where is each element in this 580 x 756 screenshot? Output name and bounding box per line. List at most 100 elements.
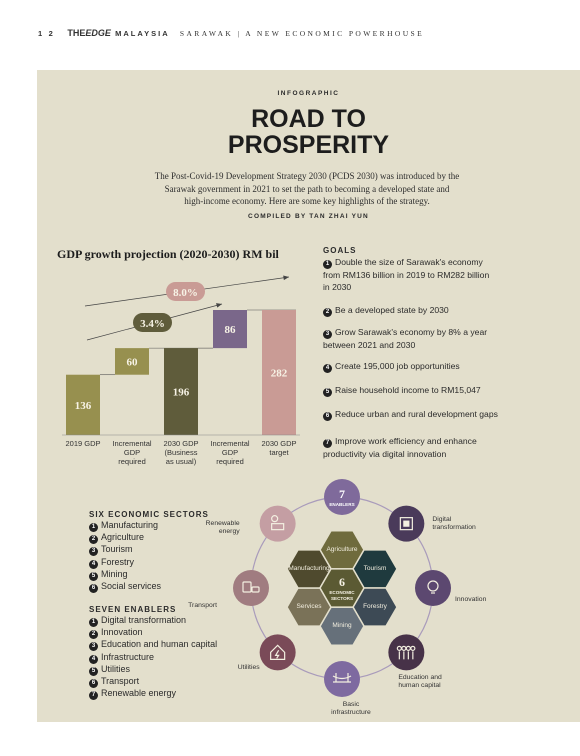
byline: COMPILED BY TAN ZHAI YUN xyxy=(248,213,369,220)
number-badge: 4 xyxy=(323,364,332,373)
list-item: 4 Forestry xyxy=(89,557,134,569)
enablers-count: 7 xyxy=(339,487,345,501)
goal-item: 6 Reduce urban and rural development gaps xyxy=(323,408,553,421)
enablers-title: SEVEN ENABLERS xyxy=(89,605,177,614)
number-badge: 7 xyxy=(323,439,332,448)
enabler-label: Transport xyxy=(188,602,217,609)
number-badge: 6 xyxy=(89,584,98,593)
list-item: 6 Social services xyxy=(89,581,161,593)
number-badge: 2 xyxy=(89,535,98,545)
number-badge: 7 xyxy=(89,691,98,701)
chip-icon-glyph xyxy=(399,517,413,531)
vehicles-icon-glyph xyxy=(242,581,260,593)
number-badge: 3 xyxy=(89,642,98,652)
list-item: 4 Infrastructure xyxy=(89,652,154,664)
number-badge: 2 xyxy=(323,308,332,317)
number-badge: 5 xyxy=(89,571,98,581)
enablers-count-circle xyxy=(324,479,360,515)
number-badge: 1 xyxy=(89,618,98,627)
list-item: 2 Agriculture xyxy=(89,532,144,545)
list-item: 2 Innovation xyxy=(89,627,143,640)
enabler-label: Basic infrastructure xyxy=(331,701,371,716)
sector-hex-label: Forestry xyxy=(363,603,387,611)
people-icon-glyph xyxy=(396,645,416,660)
lightbulb-icon-glyph xyxy=(427,580,439,594)
center-label: SECTORS xyxy=(331,596,353,601)
bar-value-label: 60 xyxy=(127,356,139,368)
enabler-label: Digital transformation xyxy=(432,515,476,531)
bridge-icon-glyph xyxy=(332,673,352,683)
bar xyxy=(164,348,198,435)
page-header: 1 2 THEEDGE MALAYSIA SARAWAK | A NEW ECO… xyxy=(38,28,424,38)
gdp-chart: 136 60 196 86 282 3.4% 8.0% xyxy=(62,275,300,436)
intro-paragraph: The Post-Covid-19 Development Strategy 2… xyxy=(154,171,460,206)
list-item: 1 Digital transformation xyxy=(89,615,186,627)
list-item: 6 Transport xyxy=(89,676,139,688)
bar xyxy=(115,348,149,375)
number-badge: 1 xyxy=(323,260,332,269)
x-tick-label: Incremental GDP required xyxy=(112,439,152,466)
brand-logo: THEEDGE xyxy=(67,28,111,38)
enabler-label: Renewable energy xyxy=(205,519,240,535)
goal-item: 7 Improve work efficiency and enhance prod… xyxy=(323,436,477,459)
list-item: 5 Utilities xyxy=(89,664,130,676)
number-badge: 3 xyxy=(323,330,332,339)
brand-country: MALAYSIA xyxy=(115,29,170,38)
infographic-panel: INFOGRAPHIC ROAD TO PROSPERITY The Post-… xyxy=(37,70,580,722)
x-tick-label: 2030 GDP target xyxy=(261,439,297,457)
section-name: SARAWAK | A NEW ECONOMIC POWERHOUSE xyxy=(179,29,425,38)
goal-item: 3 Grow Sarawak's economy by 8% a year betw… xyxy=(323,327,488,350)
sector-hex-label: Services xyxy=(296,603,322,611)
number-badge: 4 xyxy=(89,559,98,569)
bar-value-label: 196 xyxy=(173,387,190,399)
kicker: INFOGRAPHIC xyxy=(277,90,340,97)
bar-value-label: 136 xyxy=(75,400,92,412)
enabler-label: Innovation xyxy=(455,596,487,603)
sectors-title: SIX ECONOMIC SECTORS xyxy=(89,510,209,519)
house-bolt-icon-glyph xyxy=(270,644,286,660)
solar-panel-icon-glyph xyxy=(271,515,285,531)
bar xyxy=(262,310,296,435)
bar xyxy=(213,310,247,349)
arrow-head xyxy=(216,303,222,308)
sector-hex-label: Tourism xyxy=(363,564,387,572)
list-item: 1 Manufacturing xyxy=(89,520,158,532)
goals-title: GOALS xyxy=(323,246,357,255)
growth-label: 8.0% xyxy=(173,287,198,299)
list-item: 3 Education and human capital xyxy=(89,639,217,652)
x-tick-label: 2019 GDP xyxy=(65,439,101,448)
goal-item: 5 Raise household income to RM15,047 xyxy=(323,384,553,397)
list-item: 7 Renewable energy xyxy=(89,688,176,701)
page-number: 1 2 xyxy=(38,29,56,38)
enabler-label: Utilities xyxy=(237,664,260,672)
growth-pill xyxy=(133,313,172,332)
sector-hex-label: Agriculture xyxy=(326,545,358,553)
people-icon xyxy=(388,634,425,671)
number-badge: 3 xyxy=(89,547,98,557)
bar-value-label: 282 xyxy=(271,368,288,380)
center-number: 6 xyxy=(339,575,345,589)
page-title: ROAD TO PROSPERITY xyxy=(227,105,390,159)
goal-item: 4 Create 195,000 job opportunities xyxy=(323,360,553,373)
growth-pill xyxy=(166,282,205,301)
sector-hex-label: Mining xyxy=(332,622,352,630)
lightbulb-icon xyxy=(415,570,451,606)
goal-item: 2 Be a developed state by 2030 xyxy=(323,304,553,317)
x-tick-label: Incremental GDP required xyxy=(210,439,250,466)
bar-value-label: 86 xyxy=(225,324,237,336)
list-item: 3 Tourism xyxy=(89,544,133,557)
bar xyxy=(66,374,100,435)
number-badge: 1 xyxy=(89,523,98,532)
number-badge: 5 xyxy=(89,666,98,676)
arrow-head xyxy=(283,275,289,281)
number-badge: 4 xyxy=(89,654,98,664)
number-badge: 5 xyxy=(323,388,332,397)
number-badge: 2 xyxy=(89,630,98,640)
center-label: ECONOMIC xyxy=(329,590,355,595)
number-badge: 6 xyxy=(323,412,332,421)
chart-title: GDP growth projection (2020-2030) RM bil xyxy=(57,247,279,261)
enabler-label: Education and human capital xyxy=(398,674,442,690)
number-badge: 6 xyxy=(89,679,98,688)
growth-label: 3.4% xyxy=(140,318,165,330)
